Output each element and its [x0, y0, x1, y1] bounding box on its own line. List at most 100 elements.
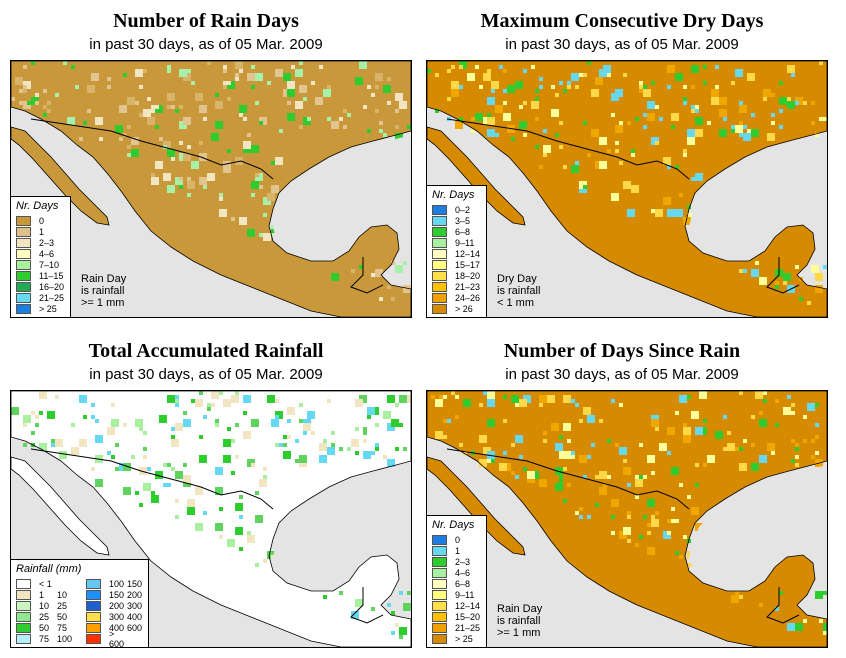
grid-cell	[171, 467, 175, 471]
grid-cell	[167, 395, 175, 403]
grid-cell	[339, 447, 343, 451]
grid-cell	[643, 89, 651, 97]
panel-subtitle: in past 30 days, as of 05 Mar. 2009	[89, 366, 323, 383]
grid-cell	[711, 89, 719, 97]
grid-cell	[691, 507, 699, 515]
grid-cell	[15, 77, 23, 85]
map-total-rainfall: Rainfall (mm) < 1 1 10 10 25 25 50 50 75 75 100 10…	[10, 390, 412, 648]
grid-cell	[503, 113, 511, 121]
grid-cell	[695, 427, 703, 435]
legend-label: 4–6	[39, 248, 55, 259]
grid-cell	[823, 117, 827, 121]
grid-cell	[691, 177, 695, 181]
grid-cell	[687, 205, 691, 209]
grid-cell	[683, 535, 687, 539]
grid-cell	[811, 121, 815, 125]
grid-cell	[151, 177, 159, 185]
grid-cell	[279, 443, 283, 447]
grid-cell	[651, 515, 655, 519]
grid-cell	[579, 455, 587, 463]
grid-cell	[235, 423, 239, 427]
grid-cell	[187, 145, 191, 149]
guatemala-border	[766, 257, 800, 294]
legend-swatch	[432, 281, 447, 292]
grid-cell	[455, 121, 463, 129]
grid-cell	[395, 623, 399, 627]
legend-swatch	[16, 611, 31, 622]
grid-cell	[211, 133, 219, 141]
grid-cell	[647, 455, 655, 463]
grid-cell	[179, 475, 183, 479]
grid-cell	[387, 101, 391, 105]
legend-range-to: 75	[57, 622, 68, 633]
grid-cell	[787, 623, 795, 631]
grid-cell	[487, 117, 495, 125]
grid-cell	[683, 101, 687, 105]
grid-cell	[599, 161, 607, 169]
legend-item: 300 400	[86, 611, 142, 622]
grid-cell	[683, 85, 687, 89]
grid-cell	[19, 101, 23, 105]
panel-title: Number of Days Since Rain	[503, 340, 741, 362]
legend-swatch	[432, 215, 447, 226]
grid-cell	[731, 125, 735, 129]
grid-cell	[227, 539, 235, 547]
grid-cell	[611, 499, 619, 507]
legend-item: 400 600	[86, 622, 142, 633]
grid-cell	[399, 395, 407, 403]
grid-cell	[691, 65, 699, 73]
grid-cell	[815, 273, 823, 281]
grid-cell	[659, 443, 667, 451]
grid-cell	[295, 459, 299, 463]
grid-cell	[515, 475, 519, 479]
panel-days-since-rain: Number of Days Since Rain in past 30 day…	[416, 330, 828, 650]
grid-cell	[35, 415, 39, 419]
grid-cell	[139, 113, 143, 117]
panel-subtitle: in past 30 days, as of 05 Mar. 2009	[505, 366, 739, 383]
legend-swatch	[16, 281, 31, 292]
grid-cell	[679, 483, 683, 487]
grid-cell	[299, 455, 307, 463]
grid-cell	[723, 415, 727, 419]
grid-cell	[739, 101, 743, 105]
grid-cell	[791, 439, 795, 443]
grid-cell	[655, 511, 659, 515]
grid-cell	[215, 523, 223, 531]
legend-label: 3–5	[455, 215, 471, 226]
grid-cell	[503, 451, 507, 455]
grid-cell	[275, 157, 283, 165]
grid-cell	[511, 443, 515, 447]
legend-range-from: 1	[39, 589, 45, 600]
grid-cell	[639, 475, 643, 479]
grid-cell	[351, 611, 359, 619]
grid-cell	[687, 563, 691, 567]
grid-cell	[811, 439, 815, 443]
grid-cell	[779, 125, 783, 129]
grid-cell	[235, 77, 239, 81]
grid-cell	[763, 391, 767, 395]
grid-cell	[571, 399, 575, 403]
grid-cell	[763, 89, 771, 97]
grid-cell	[767, 443, 775, 451]
panel-subtitle: in past 30 days, as of 05 Mar. 2009	[89, 36, 323, 53]
map-max-dry-days: Nr. Days 0–2 3–5 6–8 9–11 12–14 15–17 18–20 21–…	[426, 60, 828, 318]
legend-label: 18–20	[455, 270, 481, 281]
grid-cell	[351, 439, 359, 447]
grid-cell	[647, 547, 655, 555]
grid-cell	[751, 463, 759, 471]
grid-cell	[511, 137, 515, 141]
grid-cell	[703, 419, 707, 423]
grid-cell	[55, 395, 59, 399]
grid-cell	[31, 431, 35, 435]
grid-cell	[579, 515, 583, 519]
grid-cell	[323, 439, 327, 443]
grid-cell	[675, 551, 679, 555]
grid-cell	[251, 463, 255, 467]
grid-cell	[27, 419, 31, 423]
grid-cell	[143, 455, 147, 459]
grid-cell	[555, 467, 563, 475]
grid-cell	[263, 213, 267, 217]
grid-cell	[179, 185, 183, 189]
grid-cell	[231, 395, 239, 403]
grid-cell	[375, 423, 379, 427]
